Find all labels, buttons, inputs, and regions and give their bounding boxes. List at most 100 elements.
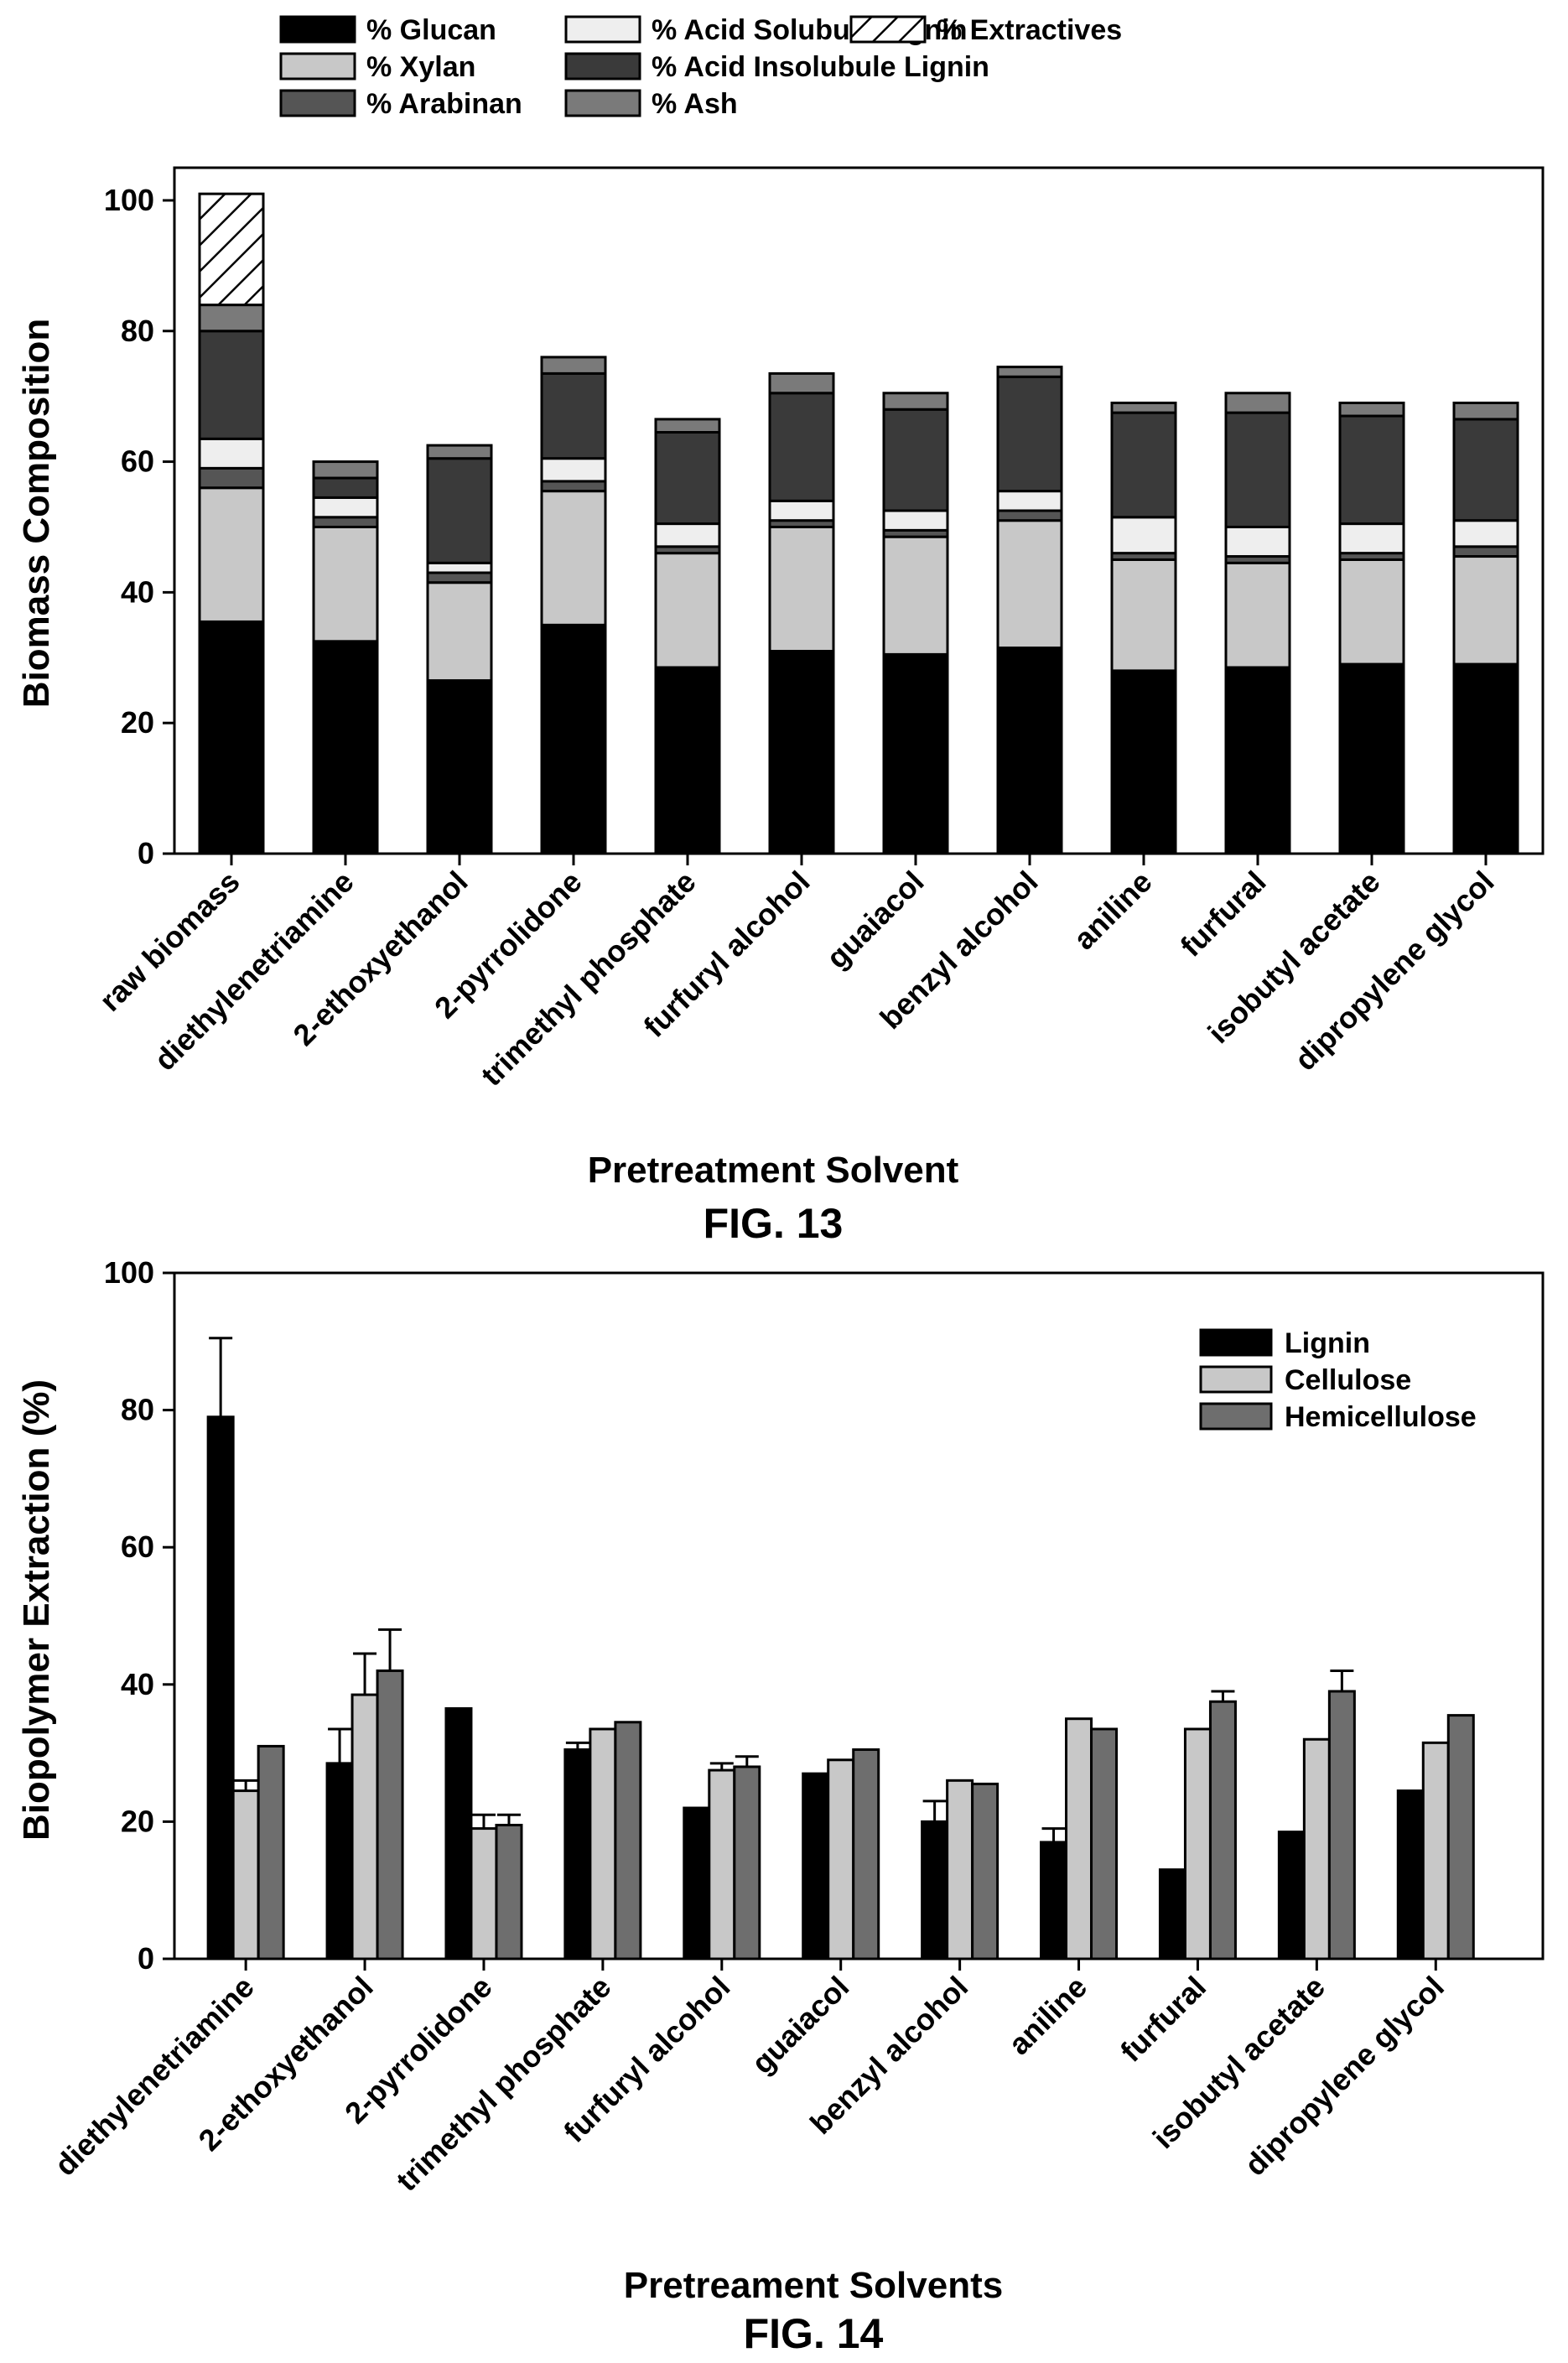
fig13-y-tick-label: 40 — [121, 574, 154, 609]
fig14-bar-dipropylene-glycol-hemicellulose — [1446, 1714, 1475, 1961]
fig13-bar-raw-biomass-pct-ash — [198, 304, 265, 333]
fig14-bar-diethylenetriamine-lignin — [206, 1415, 235, 1961]
fig13-legend-label-pct-glucan: % Glucan — [366, 14, 496, 46]
fig14-bar-guaiacol-hemicellulose — [852, 1748, 880, 1961]
fig14-y-tick-label: 40 — [121, 1667, 154, 1701]
fig13-bar-2-pyrrolidone-pct-xylan — [540, 490, 607, 626]
fig13-bar-benzyl-alcohol-pct-glucan — [996, 647, 1063, 855]
fig13-bar-furfural-pct-acid-insolubule-lignin — [1224, 411, 1291, 528]
fig13-legend-swatch-pct-ash — [564, 89, 641, 117]
fig13-bar-isobutyl-acetate-pct-ash — [1338, 401, 1405, 418]
fig14-x-tick-label: guaiacol — [745, 1970, 855, 2080]
fig14-x-tick-label: trimethyl phosphate — [389, 1970, 617, 2198]
fig13-bar-furfuryl-alcohol-pct-xylan — [768, 525, 835, 652]
fig13-y-tick-label: 60 — [121, 444, 154, 479]
fig14-bar-aniline-cellulose — [1065, 1717, 1093, 1961]
fig14-caption: FIG. 14 — [744, 2310, 884, 2357]
fig13-bar-benzyl-alcohol-pct-xylan — [996, 519, 1063, 650]
fig14-bar-2-pyrrolidone-hemicellulose — [495, 1823, 523, 1961]
fig13-y-tick-label: 20 — [121, 705, 154, 740]
fig14-x-axis-title: Pretreament Solvents — [624, 2265, 1003, 2306]
fig13-legend-swatch-pct-xylan — [279, 52, 356, 80]
fig13-x-tick-label: guaiacol — [819, 865, 930, 975]
fig14-bar-trimethyl-phosphate-hemicellulose — [614, 1721, 642, 1961]
fig13-bar-furfural-pct-acid-solubule-lignin — [1224, 525, 1291, 558]
fig14-bar-benzyl-alcohol-lignin — [921, 1820, 949, 1961]
fig13-bar-dipropylene-glycol-pct-arabinan — [1452, 545, 1519, 558]
fig13-legend-swatch-pct-extractives — [849, 15, 927, 44]
fig13-x-tick-label: trimethyl phosphate — [474, 865, 702, 1093]
fig13-bar-isobutyl-acetate-pct-acid-insolubule-lignin — [1338, 414, 1405, 526]
fig14-bar-dipropylene-glycol-cellulose — [1421, 1741, 1450, 1961]
fig13-y-axis-title: Biomass Composition — [16, 319, 57, 709]
fig14-bar-furfuryl-alcohol-lignin — [683, 1806, 711, 1961]
fig14-legend-label-cellulose: Cellulose — [1285, 1364, 1411, 1396]
fig13-bar-isobutyl-acetate-pct-xylan — [1338, 558, 1405, 666]
fig13-bar-furfural-pct-ash — [1224, 392, 1291, 414]
fig14-bar-trimethyl-phosphate-lignin — [563, 1748, 592, 1961]
fig13-bar-trimethyl-phosphate-pct-acid-insolubule-lignin — [654, 431, 721, 526]
fig14-bar-benzyl-alcohol-hemicellulose — [971, 1782, 999, 1961]
fig13-bar-guaiacol-pct-glucan — [882, 652, 949, 855]
fig13-x-tick-label: aniline — [1067, 865, 1159, 957]
fig13-bar-2-ethoxyethanol-pct-glucan — [426, 679, 493, 855]
fig13-bar-raw-biomass-pct-arabinan — [198, 466, 265, 490]
fig14-bar-2-ethoxyethanol-cellulose — [350, 1693, 379, 1961]
fig14-legend-swatch-hemicellulose — [1199, 1402, 1273, 1431]
fig14-bar-2-ethoxyethanol-hemicellulose — [376, 1669, 404, 1961]
fig13-bar-raw-biomass-pct-xylan — [198, 486, 265, 623]
fig13-x-tick-label: diethylenetriamine — [148, 865, 361, 1078]
fig13-legend-label-pct-arabinan: % Arabinan — [366, 88, 522, 120]
fig14-y-axis: 0 20 40 60 80 100 — [104, 1255, 174, 1976]
fig13-bar-guaiacol-pct-ash — [882, 392, 949, 411]
fig13-bar-furfuryl-alcohol-pct-glucan — [768, 649, 835, 855]
fig14-bar-furfural-lignin — [1158, 1868, 1186, 1961]
fig14-x-tick-label: dipropylene glycol — [1238, 1970, 1451, 2183]
fig14-bar-2-pyrrolidone-lignin — [444, 1706, 473, 1961]
fig13-legend-label-pct-ash: % Ash — [652, 88, 738, 120]
fig13-caption: FIG. 13 — [704, 1200, 844, 1247]
fig13-bars — [198, 192, 1519, 855]
fig14-legend-label-lignin: Lignin — [1285, 1327, 1370, 1359]
fig13-bar-2-pyrrolidone-pct-arabinan — [540, 480, 607, 493]
fig13-bar-benzyl-alcohol-pct-acid-solubule-lignin — [996, 490, 1063, 512]
fig13-bar-guaiacol-pct-acid-insolubule-lignin — [882, 408, 949, 512]
fig13-x-axis: raw biomassdiethylenetriamine2-ethoxyeth… — [92, 854, 1501, 1093]
fig13-legend-swatch-pct-glucan — [279, 15, 356, 44]
fig13-bar-2-ethoxyethanol-pct-arabinan — [426, 571, 493, 584]
fig13-bar-furfuryl-alcohol-pct-acid-solubule-lignin — [768, 499, 835, 522]
fig13-bar-aniline-pct-acid-insolubule-lignin — [1110, 411, 1177, 519]
fig13-bar-dipropylene-glycol-pct-ash — [1452, 401, 1519, 421]
fig14-bar-aniline-lignin — [1040, 1841, 1068, 1961]
fig13-legend-label-pct-xylan: % Xylan — [366, 51, 475, 83]
fig14-bar-isobutyl-acetate-cellulose — [1302, 1737, 1331, 1961]
fig14-legend: Lignin Cellulose Hemicellulose — [1199, 1327, 1477, 1433]
fig13-bar-diethylenetriamine-pct-glucan — [312, 640, 379, 855]
fig14-bar-furfural-hemicellulose — [1208, 1700, 1237, 1961]
fig14-y-tick-label: 60 — [121, 1529, 154, 1564]
fig13-bar-2-pyrrolidone-pct-acid-solubule-lignin — [540, 457, 607, 483]
fig14-bar-diethylenetriamine-hemicellulose — [257, 1744, 285, 1961]
fig14-bar-benzyl-alcohol-cellulose — [946, 1779, 974, 1961]
fig13-legend: % Glucan% Xylan% Arabinan% Acid Solubule… — [279, 14, 1122, 120]
fig13-bar-2-ethoxyethanol-pct-acid-solubule-lignin — [426, 561, 493, 574]
fig13-chart: % Glucan% Xylan% Arabinan% Acid Solubule… — [16, 14, 1545, 1247]
fig13-y-tick-label: 80 — [121, 314, 154, 348]
fig13-bar-2-ethoxyethanol-pct-ash — [426, 444, 493, 460]
fig13-y-tick-label: 100 — [104, 183, 154, 217]
fig13-bar-2-pyrrolidone-pct-acid-insolubule-lignin — [540, 371, 607, 460]
fig13-bar-diethylenetriamine-pct-acid-insolubule-lignin — [312, 476, 379, 499]
fig13-bar-furfuryl-alcohol-pct-ash — [768, 371, 835, 395]
fig13-bar-guaiacol-pct-acid-solubule-lignin — [882, 509, 949, 532]
fig13-legend-swatch-pct-acid-solubule-lignin — [564, 15, 641, 44]
fig13-bar-isobutyl-acetate-pct-glucan — [1338, 662, 1405, 855]
fig14-bars — [206, 1337, 1475, 1961]
fig13-bar-aniline-pct-acid-solubule-lignin — [1110, 516, 1177, 555]
fig13-bar-isobutyl-acetate-pct-acid-solubule-lignin — [1338, 522, 1405, 555]
fig13-legend-swatch-pct-arabinan — [279, 89, 356, 117]
fig14-bar-trimethyl-phosphate-cellulose — [589, 1727, 617, 1961]
fig14-bar-2-pyrrolidone-cellulose — [470, 1827, 498, 1961]
fig13-bar-dipropylene-glycol-pct-glucan — [1452, 662, 1519, 855]
fig13-bar-diethylenetriamine-pct-arabinan — [312, 516, 379, 528]
